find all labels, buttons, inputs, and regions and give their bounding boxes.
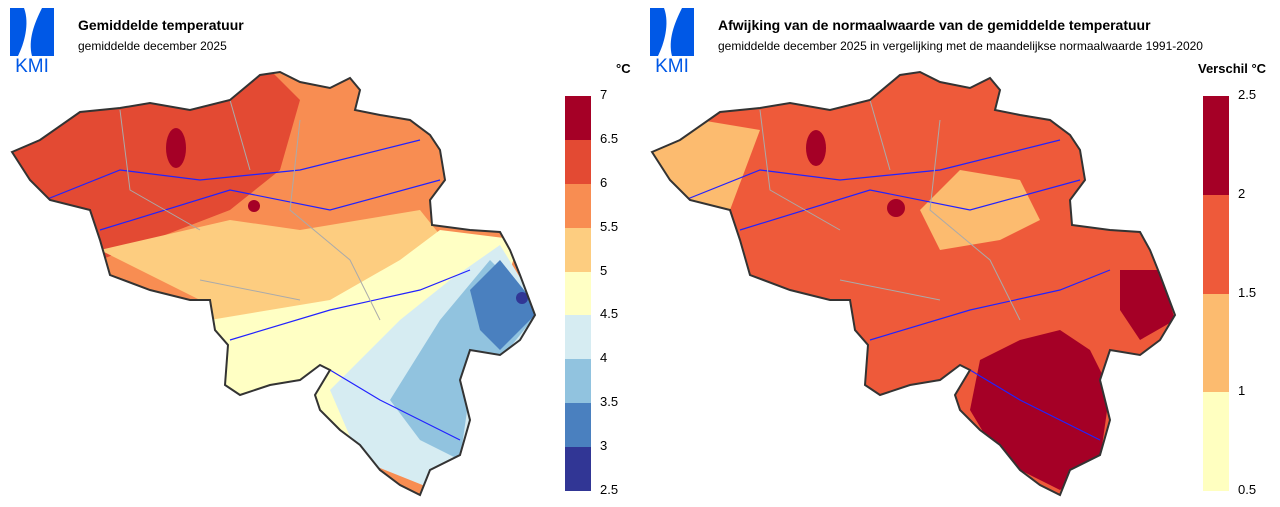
- map-title: Gemiddelde temperatuur: [78, 17, 244, 33]
- province-borders: [119, 99, 381, 321]
- legend-label: 5: [600, 262, 608, 278]
- legend-label: 1.5: [1238, 284, 1257, 300]
- right-panel: KMI Afwijking van de normaalwaarde van d…: [640, 0, 1280, 507]
- legend-swatch: [1203, 392, 1229, 491]
- legend-label: 6: [600, 174, 608, 190]
- legend-swatch: [565, 139, 591, 184]
- legend-swatch: [1203, 194, 1229, 294]
- region-6.5-7: [248, 200, 260, 212]
- region-2.5-3: [516, 292, 528, 304]
- region-2-2.5: [1120, 270, 1175, 340]
- legend-label: 5.5: [600, 218, 619, 234]
- legend-label: 2.5: [600, 482, 619, 497]
- region-3-3.5: [470, 260, 535, 350]
- temperature-map: [11, 71, 536, 496]
- map-title: Afwijking van de normaalwaarde van de ge…: [718, 17, 1151, 33]
- legend-unit: Verschil °C: [1198, 61, 1267, 76]
- region-2-2.5: [887, 199, 905, 217]
- legend-label: 4.5: [600, 306, 619, 322]
- legend-label: 6.5: [600, 130, 619, 146]
- rivers: [19, 139, 471, 441]
- legend-swatch: [565, 403, 591, 448]
- legend-label: 2.5: [1238, 87, 1257, 102]
- legend-label: 2: [1238, 185, 1246, 201]
- kmi-logo: KMI: [650, 8, 694, 74]
- left-panel: KMI Gemiddelde temperatuur gemiddelde de…: [10, 8, 631, 497]
- legend-label: 3.5: [600, 394, 619, 410]
- legend-label: 1: [1238, 383, 1246, 399]
- legend-swatch: [565, 271, 591, 316]
- region-1-1.5: [920, 170, 1040, 250]
- legend-label: 3: [600, 438, 608, 454]
- kmi-logo: KMI: [10, 8, 54, 74]
- legend-swatch: [1203, 96, 1229, 195]
- legend-swatch: [565, 315, 591, 360]
- svg-text:KMI: KMI: [655, 56, 689, 74]
- rivers: [659, 139, 1111, 441]
- legend-swatch: [565, 183, 591, 228]
- province-borders: [759, 99, 1021, 321]
- region-6.5-7: [166, 128, 186, 168]
- legend-swatch: [565, 359, 591, 404]
- legend-swatch: [565, 96, 591, 140]
- legend-swatch: [1203, 293, 1229, 393]
- anomaly-map: [651, 71, 1176, 496]
- legend-label: 7: [600, 87, 608, 102]
- legend-label: 4: [600, 350, 608, 366]
- map-subtitle: gemiddelde december 2025: [78, 39, 227, 53]
- region-2-2.5: [806, 130, 826, 166]
- legend-swatch: [565, 227, 591, 272]
- legend-label: 0.5: [1238, 482, 1257, 497]
- svg-text:KMI: KMI: [15, 56, 49, 74]
- legend-swatch: [565, 447, 591, 491]
- legend-unit: °C: [616, 61, 631, 76]
- map-subtitle: gemiddelde december 2025 in vergelijking…: [718, 39, 1203, 53]
